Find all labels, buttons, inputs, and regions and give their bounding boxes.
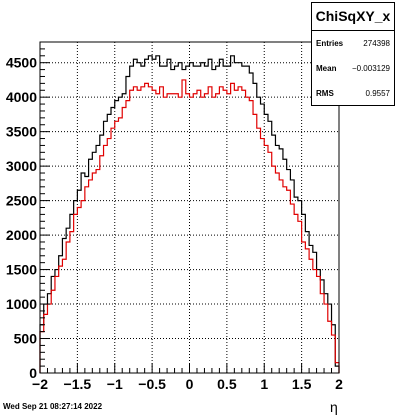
y-tick-label: 4500	[6, 55, 37, 71]
footer-timestamp: Wed Sep 21 08:27:14 2022	[3, 402, 103, 411]
x-tick-label: −2	[32, 376, 48, 392]
y-tick-label: 500	[14, 331, 38, 347]
histogram-line-2	[39, 79, 340, 373]
y-tick-label: 3000	[6, 158, 37, 174]
y-tick-label: 0	[29, 365, 37, 381]
stats-mean-label: Mean	[316, 64, 337, 73]
y-tick-label: 2500	[6, 193, 37, 209]
histogram-series	[39, 55, 340, 373]
x-tick-label: −0.5	[138, 376, 166, 392]
stats-box: ChiSqXY_x Entries 274398 Mean −0.003129 …	[311, 2, 395, 106]
y-tick-label: 1000	[6, 296, 37, 312]
stats-entries-label: Entries	[316, 39, 344, 48]
stats-title: ChiSqXY_x	[312, 3, 394, 31]
y-tick-label: 3500	[6, 124, 37, 140]
x-axis-label: η	[330, 399, 338, 415]
y-tick-label: 4000	[6, 89, 37, 105]
x-tick-label: 0.5	[217, 376, 237, 392]
x-tick-label: 1	[260, 376, 268, 392]
histogram-line-1	[39, 55, 340, 373]
stats-mean-value: −0.003129	[351, 64, 390, 73]
axes: −2 −1.5 −1 −0.5 0 0.5 1 1.5 2 0 500 1000 1500 2000 250…	[6, 41, 343, 392]
x-tick-label: 1.5	[292, 376, 312, 392]
stats-entries-value: 274398	[363, 39, 390, 48]
stats-rms-value: 0.9557	[365, 89, 390, 98]
x-tick-label: −1.5	[64, 376, 92, 392]
stats-rms-label: RMS	[316, 89, 334, 98]
y-tick-label: 2000	[6, 227, 37, 243]
x-tick-label: 0	[186, 376, 194, 392]
y-tick-label: 1500	[6, 262, 37, 278]
x-tick-label: 2	[335, 376, 343, 392]
x-tick-label: −1	[107, 376, 123, 392]
